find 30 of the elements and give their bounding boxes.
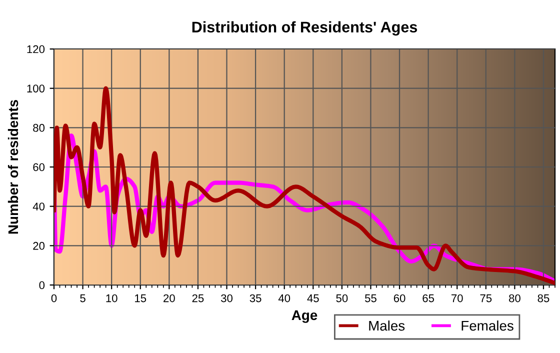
x-tick-label: 75 bbox=[480, 294, 492, 302]
x-tick-label: 35 bbox=[250, 294, 262, 302]
x-tick-label: 30 bbox=[221, 294, 233, 302]
x-tick-label: 65 bbox=[422, 294, 434, 302]
y-tick-label: 100 bbox=[27, 84, 45, 92]
x-tick-label: 10 bbox=[106, 294, 118, 302]
y-tick-label: 120 bbox=[27, 45, 45, 54]
x-tick-label: 40 bbox=[278, 294, 290, 302]
x-tick-label: 5 bbox=[80, 294, 86, 302]
x-tick-label: 70 bbox=[451, 294, 463, 302]
x-tick-label: 85 bbox=[538, 294, 550, 302]
y-tick-label: 0 bbox=[39, 281, 45, 290]
x-tick-label: 80 bbox=[508, 294, 520, 302]
x-tick-label: 15 bbox=[135, 294, 146, 302]
x-tick-label: 20 bbox=[164, 294, 175, 302]
x-tick-label: 55 bbox=[364, 294, 376, 302]
y-tick-label: 80 bbox=[33, 124, 45, 132]
chart-title: Distribution of Residents' Ages bbox=[192, 21, 418, 36]
x-tick-label: 25 bbox=[192, 294, 204, 302]
x-tick-label: 60 bbox=[394, 294, 406, 302]
y-tick-label: 60 bbox=[33, 163, 45, 172]
x-tick-label: 0 bbox=[51, 294, 57, 302]
legend-label: Females bbox=[462, 320, 514, 331]
y-tick-label: 20 bbox=[33, 242, 45, 250]
y-axis-title: Number of residents bbox=[8, 100, 18, 234]
legend-label: Males bbox=[369, 320, 405, 331]
x-tick-label: 50 bbox=[336, 294, 348, 302]
x-axis-title: Age bbox=[292, 310, 318, 323]
y-tick-label: 40 bbox=[32, 202, 45, 210]
x-tick-label: 45 bbox=[307, 294, 319, 302]
